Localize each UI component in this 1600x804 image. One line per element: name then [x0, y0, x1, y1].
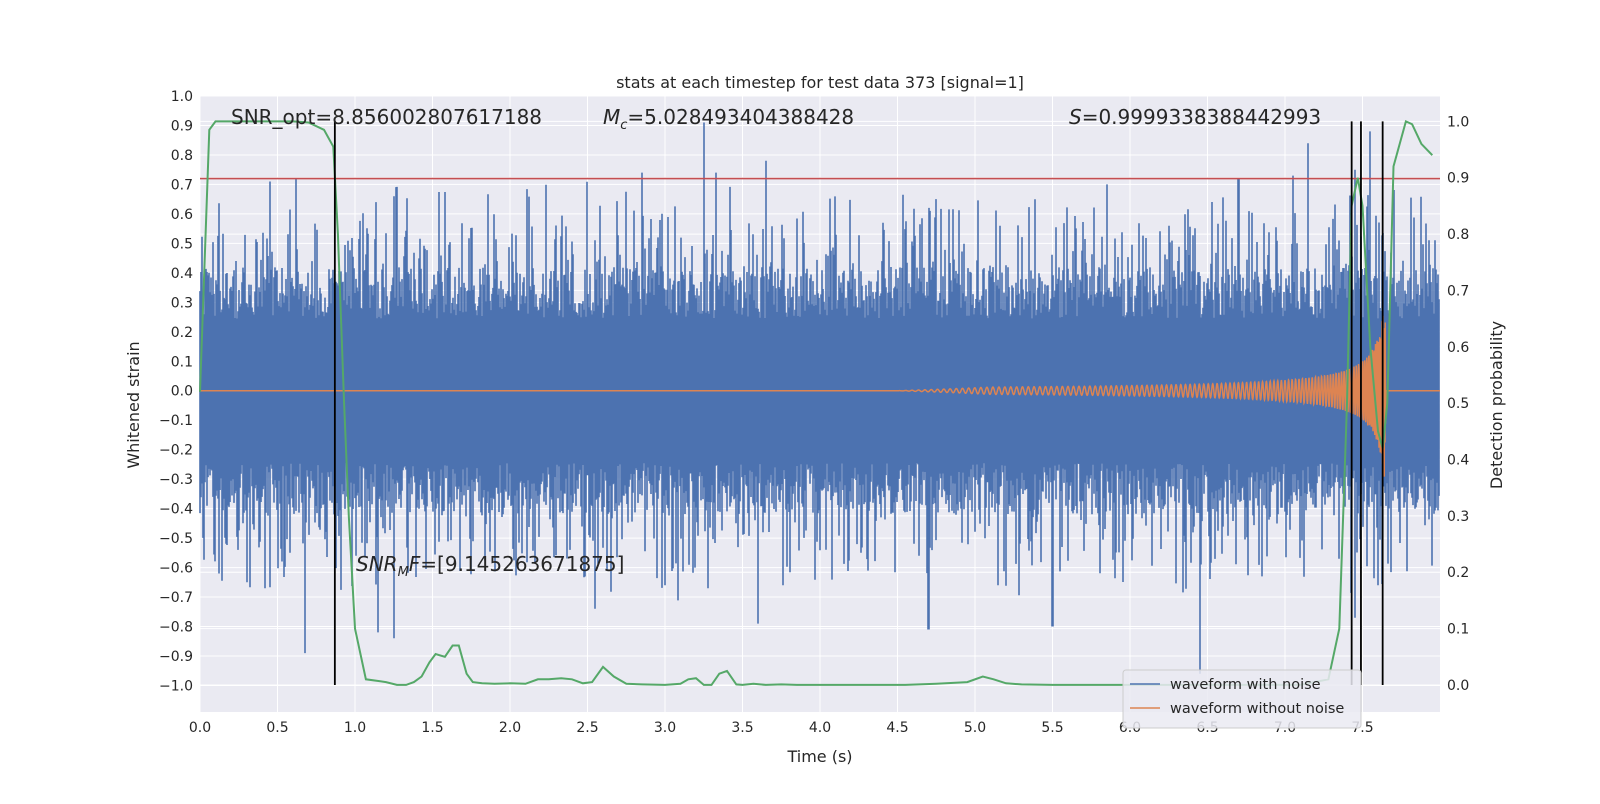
- y-right-tick-label: 0.2: [1447, 565, 1469, 581]
- y-left-tick-label: −0.2: [159, 443, 193, 459]
- y-left-tick-label: −0.1: [159, 413, 193, 429]
- probability-trace: [199, 120, 1434, 686]
- series-waveform-with-noise: [199, 122, 1440, 674]
- legend-label-clean: waveform without noise: [1170, 701, 1344, 717]
- x-tick-label: 2.5: [576, 720, 598, 736]
- y-left-tick-label: 1.0: [171, 89, 193, 105]
- x-tick-label: 1.5: [421, 720, 443, 736]
- x-axis-label: Time (s): [786, 747, 852, 766]
- annotation-mc-subscript: c: [620, 118, 627, 133]
- y-left-tick-label: −0.9: [159, 649, 193, 665]
- y-left-tick-label: −0.8: [159, 620, 193, 636]
- y-right-tick-label: 0.5: [1447, 396, 1469, 412]
- y-right-tick-label: 0.4: [1447, 453, 1469, 469]
- y-left-tick-label: −0.6: [159, 561, 193, 577]
- annotation-snr-mf: SNRMF=[9.145263671875]: [356, 552, 624, 580]
- annotation-s-value: =0.9999338388442993: [1082, 105, 1321, 129]
- x-tick-label: 3.0: [654, 720, 676, 736]
- y-left-tick-label: −0.5: [159, 531, 193, 547]
- vertical-markers: [333, 121, 1384, 685]
- y-left-tick-label: 0.9: [171, 118, 193, 134]
- annotation-snrmf-symbol: SNR: [356, 552, 398, 576]
- annotation-chirp-mass: Mc=5.028493404388428: [603, 105, 854, 133]
- series-detection-probability: [199, 120, 1434, 686]
- y-left-tick-label: 0.2: [171, 325, 193, 341]
- y-right-tick-label: 1.0: [1447, 114, 1469, 130]
- y-left-tick-label: 0.8: [171, 148, 193, 164]
- x-tick-label: 1.0: [344, 720, 366, 736]
- annotation-s-symbol: S: [1069, 105, 1082, 129]
- noise-trace: [199, 122, 1440, 674]
- y-left-tick-label: 0.0: [171, 384, 193, 400]
- y-left-tick-label: 0.3: [171, 295, 193, 311]
- y-left-axis-label: Whitened strain: [124, 341, 143, 468]
- x-tick-label: 5.0: [964, 720, 986, 736]
- series-waveform-without-noise: [199, 315, 1440, 477]
- x-tick-label: 5.5: [1041, 720, 1063, 736]
- x-tick-label: 0.5: [266, 720, 288, 736]
- y-left-ticks: 1.0 0.9 0.8 0.7 0.6 0.5 0.4 0.3 0.2 0.1 0.0 −0.1 −0.…: [159, 89, 193, 694]
- y-right-tick-label: 0.9: [1447, 171, 1469, 187]
- x-tick-label: 0.0: [189, 720, 211, 736]
- annotation-mc-value: =5.028493404388428: [627, 105, 854, 129]
- y-left-tick-label: −1.0: [159, 678, 193, 694]
- y-right-tick-label: 0.6: [1447, 340, 1469, 356]
- annotation-mc-symbol: M: [603, 105, 620, 129]
- y-right-tick-label: 0.8: [1447, 227, 1469, 243]
- clean-trace: [199, 315, 1440, 477]
- y-left-tick-label: 0.6: [171, 207, 193, 223]
- y-left-tick-label: 0.7: [171, 177, 193, 193]
- y-right-tick-label: 0.3: [1447, 509, 1469, 525]
- x-tick-label: 3.5: [731, 720, 753, 736]
- chart-title: stats at each timestep for test data 373…: [616, 73, 1024, 92]
- legend-frame: [1122, 669, 1362, 729]
- x-tick-label: 4.0: [809, 720, 831, 736]
- y-left-tick-label: −0.7: [159, 590, 193, 606]
- y-left-tick-label: 0.5: [171, 236, 193, 252]
- annotation-s-score: S=0.9999338388442993: [1069, 105, 1321, 129]
- y-right-axis-label: Detection probability: [1487, 321, 1506, 489]
- y-left-tick-label: −0.4: [159, 502, 193, 518]
- annotation-snrmf-value: =[9.145263671875]: [420, 552, 624, 576]
- legend: waveform with noise waveform without noi…: [1122, 669, 1362, 729]
- y-right-tick-label: 0.1: [1447, 622, 1469, 638]
- x-tick-label: 4.5: [886, 720, 908, 736]
- annotation-snrmf-symbol2: F: [409, 552, 421, 576]
- y-right-ticks: 1.0 0.9 0.8 0.7 0.6 0.5 0.4 0.3 0.2 0.1 0.0: [1447, 114, 1469, 694]
- y-right-tick-label: 0.0: [1447, 678, 1469, 694]
- annotation-snr-opt: SNR_opt=8.856002807617188: [231, 105, 542, 129]
- legend-label-noise: waveform with noise: [1170, 677, 1321, 693]
- y-right-tick-label: 0.7: [1447, 283, 1469, 299]
- annotation-snrmf-subscript: M: [398, 565, 409, 580]
- y-left-tick-label: 0.1: [171, 354, 193, 370]
- y-left-tick-label: 0.4: [171, 266, 193, 282]
- y-left-tick-label: −0.3: [159, 472, 193, 488]
- x-tick-label: 2.0: [499, 720, 521, 736]
